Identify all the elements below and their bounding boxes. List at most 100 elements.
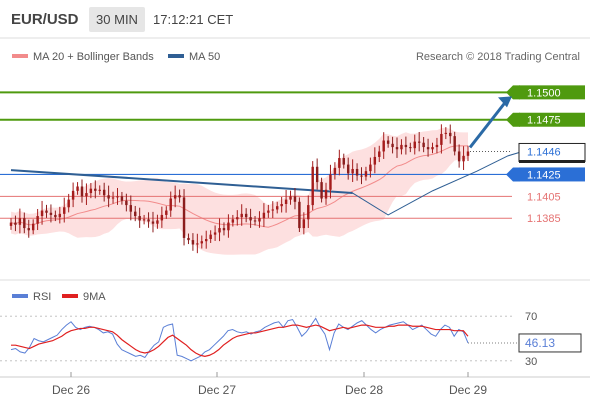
candle-body — [378, 151, 381, 157]
candle-body — [23, 218, 26, 229]
rsi-legend-swatch — [12, 294, 28, 298]
rsi-ma-line — [11, 324, 469, 357]
candle-body — [191, 240, 195, 245]
candle-body — [293, 196, 297, 202]
candle-body — [320, 182, 323, 199]
candle-body — [89, 188, 93, 194]
level-tag-box — [519, 112, 585, 127]
rsi-legend-label: RSI — [33, 291, 51, 303]
ma50-legend-swatch — [168, 54, 184, 58]
candle-body — [165, 210, 168, 215]
candle-body — [404, 144, 408, 148]
candle-body — [342, 158, 345, 165]
candle-body — [116, 196, 119, 198]
timeframe-label[interactable]: 30 MIN — [96, 12, 138, 27]
candle-body — [262, 212, 266, 219]
candle-body — [258, 218, 261, 222]
level-tag-box — [519, 85, 585, 100]
level-label-current: 1.1446 — [518, 142, 586, 163]
forecast-arrow — [468, 96, 512, 149]
candle-body — [373, 156, 377, 165]
rsi-line — [10, 317, 469, 362]
candle-body — [302, 219, 306, 229]
candle-body — [311, 166, 314, 206]
candle-body — [426, 147, 430, 150]
candle-body — [102, 189, 106, 196]
level-label-text: 1.1425 — [527, 169, 561, 181]
ma50-trend-segment — [10, 169, 353, 195]
candle-body — [280, 203, 283, 207]
candle-body — [31, 223, 35, 231]
candle-body — [14, 222, 17, 225]
level-tag-pointer — [506, 85, 520, 100]
level-tag-box — [519, 167, 585, 182]
candle-body — [231, 219, 235, 223]
level-label-text: 1.1405 — [527, 191, 561, 203]
rsi-tick-label: 70 — [525, 311, 537, 323]
ma50-recent — [352, 148, 531, 216]
candle-body — [125, 200, 128, 206]
candlesticks — [9, 124, 470, 254]
candle-body — [209, 234, 212, 240]
candle-body — [120, 196, 124, 201]
rsi-current-label: 46.13 — [525, 336, 555, 350]
candle-body — [49, 212, 53, 215]
bb-legend-label: MA 20 + Bollinger Bands — [33, 51, 154, 63]
candle-body — [27, 228, 30, 231]
candle-body — [134, 211, 137, 217]
candle-body — [400, 144, 403, 150]
level-label-red: 1.1385 — [527, 213, 561, 225]
rsi-ma-legend-swatch — [62, 294, 78, 298]
candle-body — [98, 189, 101, 191]
candle-body — [45, 210, 48, 213]
candle-body — [431, 147, 434, 150]
candle-body — [142, 219, 146, 221]
candle-body — [395, 147, 399, 150]
copyright-note: Research © 2018 Trading Central — [416, 51, 580, 63]
candle-body — [200, 241, 204, 244]
level-labels: 1.1500 1.1475 1.1446 1.1425 1.1405 1.1385 — [506, 85, 586, 225]
timeframe-box[interactable] — [89, 7, 145, 32]
candle-body — [289, 196, 292, 200]
ma50-legend-label: MA 50 — [189, 51, 220, 63]
candle-body — [205, 239, 208, 242]
candle-body — [36, 216, 39, 224]
candle-body — [80, 186, 84, 197]
ma50-line — [10, 148, 531, 216]
rsi-tick-label: 30 — [525, 356, 537, 368]
candle-body — [76, 186, 79, 191]
candle-body — [129, 205, 133, 212]
candle-body — [444, 132, 448, 134]
x-tick-label: Dec 26 — [52, 383, 90, 397]
candle-body — [457, 151, 461, 162]
candle-body — [382, 140, 385, 152]
candle-body — [182, 197, 186, 238]
candle-body — [409, 147, 412, 149]
header: EUR/USD 30 MIN 17:12:21 CET — [11, 7, 233, 32]
x-axis: Dec 26 Dec 27 Dec 28 Dec 29 — [0, 372, 590, 397]
candle-body — [453, 136, 456, 152]
forecast-arrow-head — [498, 96, 512, 108]
candle-body — [275, 206, 279, 210]
candle-body — [187, 237, 190, 241]
candle-body — [71, 190, 75, 200]
candle-body — [85, 193, 88, 197]
level-tag-pointer — [506, 167, 520, 182]
candle-body — [138, 216, 141, 221]
candle-body — [315, 166, 319, 183]
level-label-text: 1.1385 — [527, 213, 561, 225]
candle-body — [271, 209, 274, 211]
x-tick-label: Dec 29 — [449, 383, 487, 397]
candle-body — [360, 175, 363, 177]
bollinger-band-fill — [11, 127, 468, 255]
candle-body — [413, 141, 416, 149]
x-tick-label: Dec 27 — [198, 383, 236, 397]
candle-body — [329, 174, 332, 190]
candle-body — [298, 201, 301, 229]
level-tag-pointer — [506, 112, 520, 127]
candle-body — [267, 210, 270, 213]
candle-body — [227, 222, 230, 231]
candle-body — [240, 213, 243, 218]
candle-body — [94, 188, 97, 191]
